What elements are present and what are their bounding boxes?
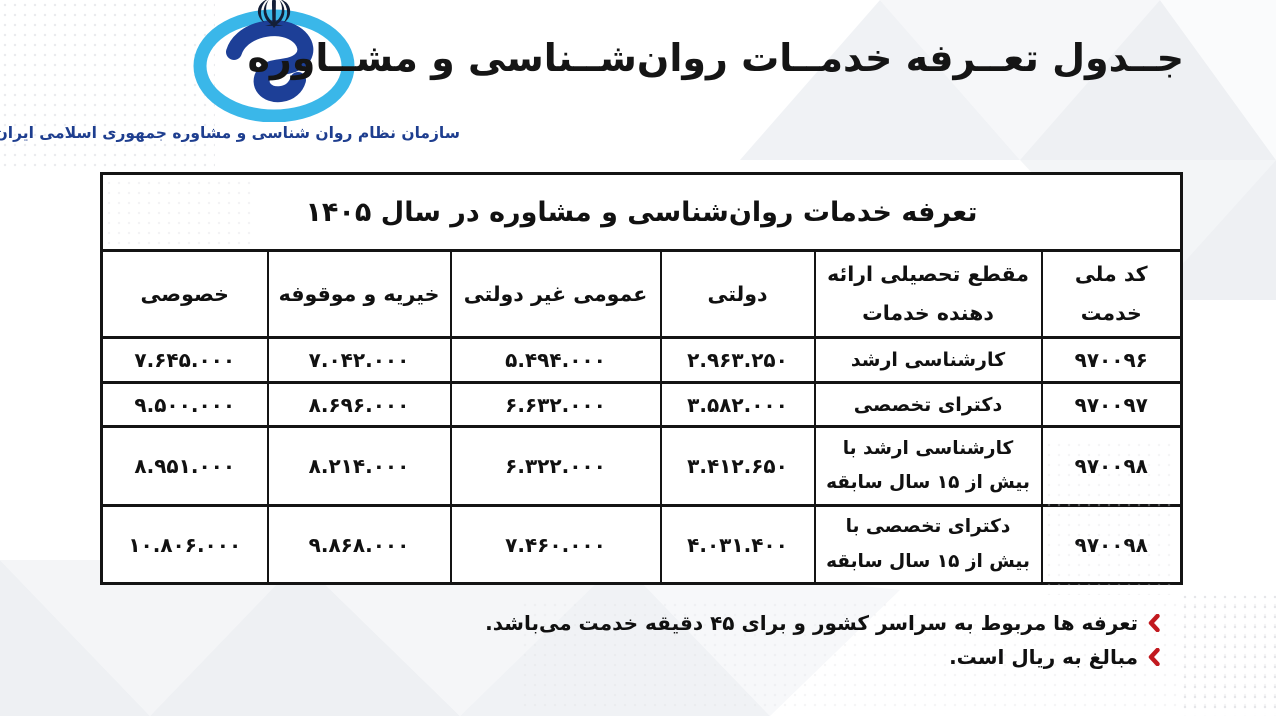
column-header-governmental: دولتی [659,249,816,339]
cell-tariff-charity-endowment: ۷.۰۴۲.۰۰۰ [266,336,452,384]
cell-level: دکترای تخصصی [813,381,1043,428]
cell-tariff-private: ۸.۹۵۱.۰۰۰ [100,425,269,507]
org-logo: ☫ سازمان نظام روان شناسی و مشاوره جمهوری… [0,0,460,168]
cell-tariff-governmental: ۳.۴۱۲.۶۵۰ [659,425,816,507]
cell-level: کارشناسی ارشد [813,336,1043,384]
column-header-level: مقطع تحصیلی ارائه دهنده خدمات [813,249,1043,339]
table-title: تعرفه خدمات روان‌شناسی و مشاوره در سال ۱… [100,172,1183,252]
cell-tariff-private: ۱۰.۸۰۶.۰۰۰ [100,504,269,585]
chevron-left-icon [1147,614,1160,632]
column-header-charity-endowment: خیریه و موقوفه [266,249,452,339]
cell-tariff-charity-endowment: ۹.۸۶۸.۰۰۰ [266,504,452,585]
column-header-private: خصوصی [100,249,269,339]
cell-tariff-private: ۷.۶۴۵.۰۰۰ [100,336,269,384]
page-title: جــدول تعــرفه خدمــات روان‌شــناسی و مش… [247,36,1185,80]
chevron-left-icon [1147,648,1160,666]
footer-notes: تعرفه ها مربوط به سراسر کشور و برای ۴۵ د… [100,611,1160,669]
cell-level: دکترای تخصصی با بیش از ۱۵ سال سابقه [813,504,1043,585]
table-title-row: تعرفه خدمات روان‌شناسی و مشاوره در سال ۱… [100,172,1183,252]
column-header-label: مقطع تحصیلی ارائه دهنده خدمات [827,262,1029,325]
cell-tariff-governmental: ۳.۵۸۲.۰۰۰ [659,381,816,428]
tariff-table: تعرفه خدمات روان‌شناسی و مشاوره در سال ۱… [100,172,1183,585]
column-header-label: کد ملی خدمت [1074,262,1148,325]
cell-code: ۹۷۰۰۹۸ [1040,504,1183,585]
cell-tariff-charity-endowment: ۸.۶۹۶.۰۰۰ [266,381,452,428]
cell-tariff-private: ۹.۵۰۰.۰۰۰ [100,381,269,428]
cell-code: ۹۷۰۰۹۶ [1040,336,1183,384]
column-header-public-non-governmental: عمومی غیر دولتی [449,249,662,339]
column-header-label: دولتی [707,281,768,306]
note-text: تعرفه ها مربوط به سراسر کشور و برای ۴۵ د… [485,611,1138,635]
cell-code: ۹۷۰۰۹۸ [1040,425,1183,507]
column-header-label: خصوصی [140,281,229,306]
level-label: کارشناسی ارشد با بیش از ۱۵ سال سابقه [826,437,1030,493]
table-row: ۹۷۰۰۹۷ دکترای تخصصی ۳.۵۸۲.۰۰۰ ۶.۶۳۲.۰۰۰ … [100,381,1183,428]
cell-tariff-governmental: ۲.۹۶۳.۲۵۰ [659,336,816,384]
note-currency: مبالغ به ریال است. [949,645,1160,669]
iran-emblem-icon: ☫ [254,0,294,39]
note-text: مبالغ به ریال است. [949,645,1138,669]
table-header-row: کد ملی خدمت مقطع تحصیلی ارائه دهنده خدما… [100,249,1183,339]
column-header-label: خیریه و موقوفه [278,281,440,306]
table-row: ۹۷۰۰۹۸ دکترای تخصصی با بیش از ۱۵ سال ساب… [100,504,1183,585]
cell-code: ۹۷۰۰۹۷ [1040,381,1183,428]
table-row: ۹۷۰۰۹۶ کارشناسی ارشد ۲.۹۶۳.۲۵۰ ۵.۴۹۴.۰۰۰… [100,336,1183,384]
org-name: سازمان نظام روان شناسی و مشاوره جمهوری ا… [0,124,460,142]
cell-tariff-charity-endowment: ۸.۲۱۴.۰۰۰ [266,425,452,507]
cell-level: کارشناسی ارشد با بیش از ۱۵ سال سابقه [813,425,1043,507]
cell-tariff-public-non-governmental: ۵.۴۹۴.۰۰۰ [449,336,662,384]
table-row: ۹۷۰۰۹۸ کارشناسی ارشد با بیش از ۱۵ سال سا… [100,425,1183,507]
level-label: دکترای تخصصی با بیش از ۱۵ سال سابقه [826,516,1030,572]
column-header-code: کد ملی خدمت [1040,249,1183,339]
note-coverage: تعرفه ها مربوط به سراسر کشور و برای ۴۵ د… [485,611,1160,635]
cell-tariff-governmental: ۴.۰۳۱.۴۰۰ [659,504,816,585]
cell-tariff-public-non-governmental: ۶.۶۳۲.۰۰۰ [449,381,662,428]
cell-tariff-public-non-governmental: ۷.۴۶۰.۰۰۰ [449,504,662,585]
cell-tariff-public-non-governmental: ۶.۳۲۲.۰۰۰ [449,425,662,507]
column-header-label: عمومی غیر دولتی [463,281,648,306]
